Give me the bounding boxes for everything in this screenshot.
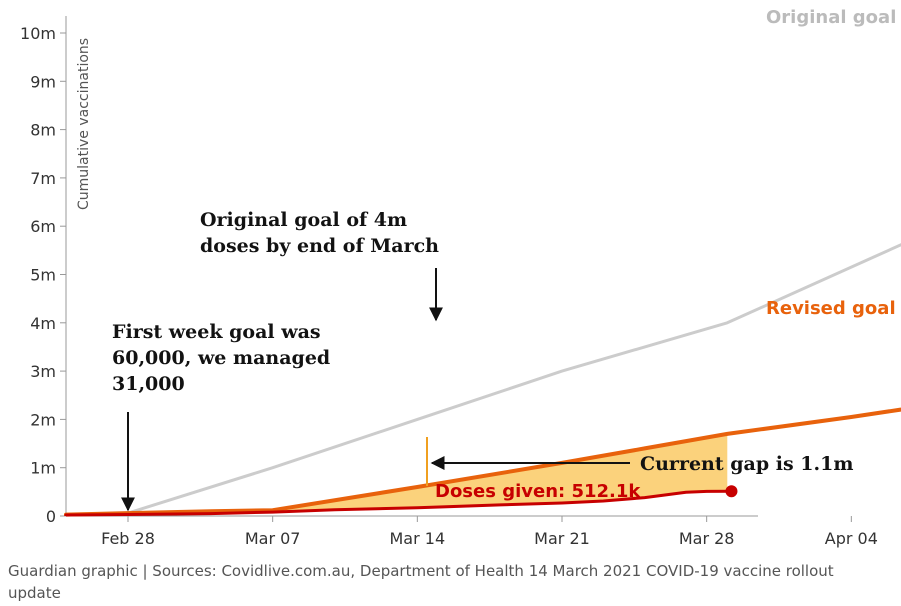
y-tick-label: 9m — [30, 72, 56, 91]
annotation-current-gap: Current gap is 1.1m — [640, 453, 853, 475]
annotation-first-week-line-2: 60,000, we managed — [112, 347, 330, 369]
doses-given-line — [64, 489, 732, 517]
annotation-original-line-1: Original goal of 4m — [200, 209, 407, 231]
original-goal-label: Original goal — [766, 7, 896, 28]
y-tick-label: 6m — [30, 217, 56, 236]
original-goal-line — [127, 243, 901, 515]
x-tick-label: Mar 07 — [245, 529, 301, 548]
x-tick-label: Feb 28 — [101, 529, 155, 548]
revised-goal-line — [64, 407, 901, 517]
doses-given-label: Doses given: 512.1k — [435, 481, 641, 502]
annotation-original-line-2: doses by end of March — [200, 235, 439, 257]
y-tick-label: 4m — [30, 314, 56, 333]
y-axis-label: Cumulative vaccinations — [76, 38, 92, 210]
revised-goal-label: Revised goal — [766, 298, 896, 319]
y-tick-label: 10m — [20, 24, 56, 43]
axes — [65, 16, 758, 517]
y-tick-label: 0 — [46, 507, 56, 526]
y-tick-label: 1m — [30, 459, 56, 478]
y-tick-label: 5m — [30, 266, 56, 285]
y-tick-label: 7m — [30, 169, 56, 188]
x-tick-label: Mar 14 — [390, 529, 446, 548]
y-tick-label: 8m — [30, 121, 56, 140]
x-tick-label: Apr 04 — [825, 529, 878, 548]
vaccination-chart: 0 1m 2m 3m 4m 5m 6m 7m 8m 9m 10m Feb 28 Mar 07 Mar 1… — [20, 7, 901, 548]
first-week-annotation: First week goal was 60,000, we managed 3… — [112, 321, 330, 512]
y-ticks: 0 1m 2m 3m 4m 5m 6m 7m 8m 9m 10m — [20, 24, 66, 526]
y-tick-label: 3m — [30, 362, 56, 381]
source-footer: Guardian graphic | Sources: Covidlive.co… — [8, 562, 834, 602]
current-gap-annotation: Current gap is 1.1m — [426, 437, 853, 486]
doses-given-endpoint — [725, 485, 738, 498]
x-tick-label: Mar 21 — [534, 529, 590, 548]
original-goal-annotation: Original goal of 4m doses by end of Marc… — [200, 209, 443, 322]
y-tick-label: 2m — [30, 410, 56, 429]
annotation-first-week-line-3: 31,000 — [112, 373, 185, 395]
annotation-first-week-line-1: First week goal was — [112, 321, 321, 343]
x-tick-label: Mar 28 — [679, 529, 735, 548]
